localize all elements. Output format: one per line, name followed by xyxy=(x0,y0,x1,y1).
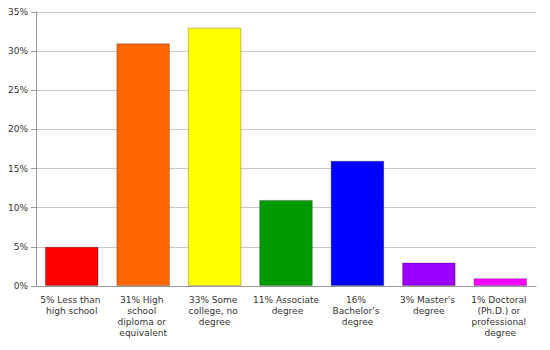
svg-text:degree: degree xyxy=(342,317,374,327)
svg-text:degree: degree xyxy=(199,317,231,327)
svg-text:equivalent: equivalent xyxy=(119,328,167,338)
svg-text:33% Some: 33% Some xyxy=(189,295,240,305)
svg-text:31% High: 31% High xyxy=(120,295,166,305)
svg-text:1% Doctoral: 1% Doctoral xyxy=(471,295,529,305)
svg-text:3% Master's: 3% Master's xyxy=(400,295,458,305)
svg-text:school: school xyxy=(127,306,159,316)
svg-text:15%: 15% xyxy=(8,164,28,174)
svg-text:5%: 5% xyxy=(14,242,29,252)
svg-text:degree: degree xyxy=(485,328,517,338)
svg-text:20%: 20% xyxy=(8,124,28,134)
svg-text:35%: 35% xyxy=(8,7,28,17)
svg-text:5% Less than: 5% Less than xyxy=(40,295,103,305)
svg-text:high school: high school xyxy=(46,306,97,316)
svg-text:professional: professional xyxy=(472,317,529,327)
svg-text:diploma or: diploma or xyxy=(118,317,169,327)
svg-text:30%: 30% xyxy=(8,46,28,56)
svg-text:0%: 0% xyxy=(14,281,29,291)
svg-text:degree: degree xyxy=(413,306,445,316)
svg-text:degree: degree xyxy=(269,306,304,316)
svg-text:16%: 16% xyxy=(346,295,369,305)
svg-text:(Ph.D.) or: (Ph.D.) or xyxy=(477,306,523,316)
svg-text:25%: 25% xyxy=(8,85,28,95)
svg-text:11% Associate: 11% Associate xyxy=(253,295,319,305)
svg-text:college, no: college, no xyxy=(189,306,241,316)
svg-text:Bachelor's: Bachelor's xyxy=(333,306,383,316)
svg-text:10%: 10% xyxy=(8,203,28,213)
